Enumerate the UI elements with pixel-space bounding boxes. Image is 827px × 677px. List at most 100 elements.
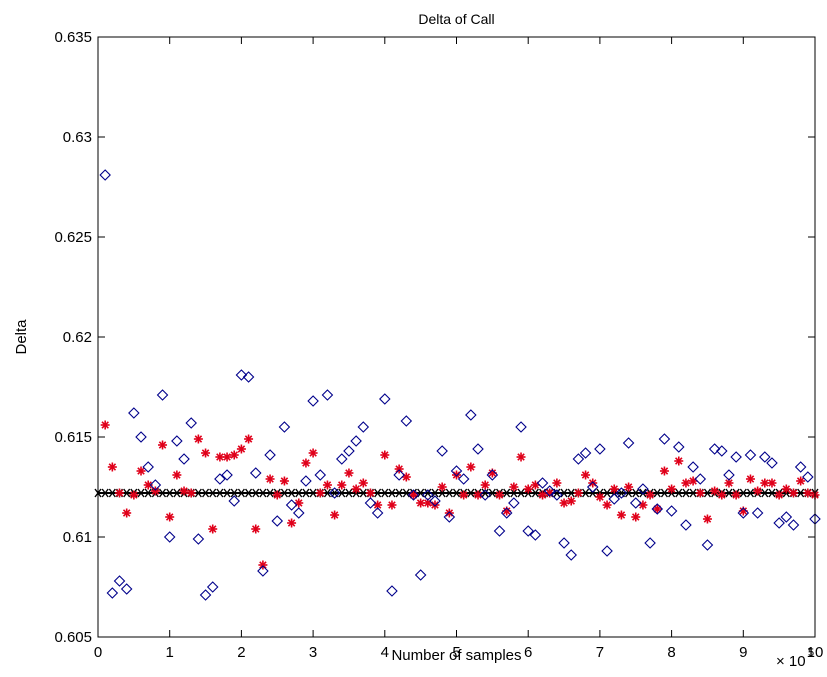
blue-diamond-point [199,589,212,601]
blue-diamond-point [794,461,807,473]
axes: 0 1 2 3 4 5 6 7 8 9 10 0.605 0.61 0.615 0.62 0.625 0.63 0… [54,29,823,661]
blue-diamond-point [171,435,183,447]
red-star-point [659,466,669,476]
red-star-point [344,468,354,478]
data-marks [94,169,821,601]
red-star-point [523,484,533,494]
blue-diamond-point [637,483,649,495]
blue-diamond-point [300,475,312,487]
reference-marker [739,488,747,498]
reference-marker [101,488,109,498]
red-star-point [781,484,791,494]
blue-diamond-point [701,539,714,551]
reference-marker [567,488,575,498]
blue-diamond-point [149,479,162,491]
blue-diamond-point [364,497,377,509]
red-star-point [573,488,583,498]
red-star-point [631,512,641,522]
reference-marker [237,488,245,498]
red-star-point [322,480,332,490]
reference-marker [445,488,453,498]
y-tick-label: 0.615 [54,429,92,446]
reference-marker [467,488,475,498]
blue-diamond-point [206,581,219,593]
blue-diamond-point [465,409,477,421]
blue-diamond-point [479,489,491,501]
reference-marker [746,488,755,498]
reference-marker [137,488,145,498]
reference-marker [223,488,231,498]
blue-diamond-point [601,545,613,557]
blue-diamond-point [716,445,728,457]
blue-diamond-point [400,415,413,427]
reference-marker [402,488,410,498]
blue-diamond-point [443,511,456,523]
red-star-point [236,444,246,454]
reference-marker [108,488,116,498]
red-star-point [408,490,418,500]
red-star-point [495,490,505,500]
y-axis-label: Delta [13,319,30,355]
red-star-point [767,478,777,488]
blue-diamond-point [321,389,334,401]
blue-diamond-point [450,465,463,477]
blue-diamond-point [543,485,556,497]
blue-diamond-point [99,169,111,181]
blue-diamond-point [292,507,305,519]
blue-diamond-point [493,525,506,537]
blue-diamond-point [766,457,778,469]
reference-marker [266,488,274,498]
reference-marker [345,488,353,498]
red-star-point [129,490,139,500]
x-tick-label: 10 [807,644,824,661]
red-star-point [301,458,311,468]
reference-marker [259,488,267,498]
reference-marker [581,488,590,498]
red-star-point [244,434,254,444]
reference-marker [166,488,174,498]
blue-diamond-point [314,469,327,481]
red-star-point [581,470,591,480]
blue-diamond-point [665,505,678,517]
reference-marker [158,488,167,498]
red-star-point [287,518,297,528]
reference-marker [682,488,690,498]
blue-diamond-point [787,519,800,531]
blue-diamond-point [622,437,635,449]
red-star-point [222,452,232,462]
blue-diamond-point [615,487,628,499]
red-star-point [552,478,562,488]
blue-diamond-point [629,497,642,509]
blue-diamond-point [228,495,241,507]
red-star-point [645,490,655,500]
x-axis-multiplier-exponent: 5 [808,647,814,659]
reference-marker [295,488,303,498]
reference-marker [452,488,461,498]
red-star-point [150,486,160,496]
blue-diamond-point [264,449,276,461]
red-star-point [452,470,461,480]
reference-marker [302,488,310,498]
blue-diamond-point [730,451,742,463]
blue-diamond-point [608,493,621,505]
red-star-point [588,478,598,488]
reference-marker [625,488,633,498]
blue-diamond-point [586,481,599,493]
blue-diamond-point [307,395,319,407]
blue-diamond-point [407,489,420,501]
red-star-point [122,508,132,518]
reference-marker [675,488,683,498]
blue-diamond-point [328,487,341,499]
blue-diamond-point [185,417,197,429]
blue-diamond-point [350,435,362,447]
reference-marker [417,488,425,498]
red-star-point [538,490,548,500]
blue-diamond-point [379,393,391,405]
red-star-point [710,486,720,496]
blue-diamond-point [221,469,233,481]
blue-diamond-point [694,473,707,485]
reference-marker [653,488,661,498]
red-star-point [702,514,712,524]
reference-marker [245,488,253,498]
